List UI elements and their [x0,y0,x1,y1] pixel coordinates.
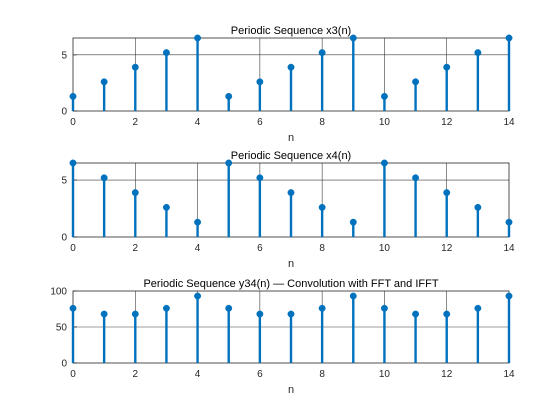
stem-marker [287,63,295,71]
stem-marker [131,189,139,197]
y-tick-label: 100 [50,287,67,298]
stem-marker [443,310,451,318]
x-tick-label: 10 [379,243,391,254]
stem-marker [412,310,420,318]
stem-marker [349,218,357,226]
stem-marker [474,49,482,57]
stem-marker [194,218,202,226]
stem-marker [318,49,326,57]
x-tick-label: 12 [441,369,453,380]
x-tick-label: 4 [195,243,201,254]
stem-marker [131,63,139,71]
x-tick-label: 14 [503,369,515,380]
x-tick-label: 6 [257,369,263,380]
stem-marker [256,78,264,86]
x-tick-label: 14 [503,243,515,254]
stem-marker [443,63,451,71]
y-tick-label: 0 [61,359,67,370]
x-tick-label: 6 [257,243,263,254]
x-tick-label: 0 [70,243,76,254]
stem-marker [256,174,264,182]
stem-marker [380,304,388,312]
x-tick-label: 0 [70,369,76,380]
subplot-2: 0 2 4 6 8 10 12 14 0 5 Periodic Sequence x4(n) n [61,150,515,270]
stem-marker [225,304,233,312]
stem-marker [131,310,139,318]
stem-marker [162,304,170,312]
stem-marker [318,203,326,211]
x-tick-label: 12 [441,117,453,128]
stem-marker [225,159,233,167]
stem-marker [194,292,202,300]
x-tick-label: 2 [133,117,139,128]
x-tick-label: 2 [133,243,139,254]
x-tick-label: 10 [379,117,391,128]
stem-marker [69,159,77,167]
stem-marker [287,189,295,197]
stem-marker [256,310,264,318]
stem-marker [412,174,420,182]
x-tick-label: 14 [503,117,515,128]
stem-marker [162,203,170,211]
stem-marker [100,78,108,86]
x-tick-label: 6 [257,117,263,128]
stem-marker [505,34,513,42]
x-tick-label: 4 [195,369,201,380]
subplot-title: Periodic Sequence x3(n) [231,25,351,37]
x-tick-label: 12 [441,243,453,254]
y-tick-label: 0 [61,107,67,118]
subplot-title: Periodic Sequence y34(n) — Convolution w… [143,278,438,290]
x-tick-label: 8 [319,117,325,128]
stem-marker [443,189,451,197]
x-tick-label: 8 [319,369,325,380]
stem-marker [380,92,388,100]
stem-marker [225,92,233,100]
x-axis-label: n [288,258,294,270]
x-tick-label: 2 [133,369,139,380]
stem-marker [474,203,482,211]
x-axis-label: n [288,384,294,396]
stem-marker [69,304,77,312]
stem-marker [349,292,357,300]
stem-marker [380,159,388,167]
subplot-3: 0 2 4 6 8 10 12 14 0 50 100 Periodic Sequence y34(n… [50,278,515,396]
stem-marker [412,78,420,86]
stem-marker [100,174,108,182]
y-tick-label: 0 [61,233,67,244]
stem-marker [349,34,357,42]
stem-marker [505,292,513,300]
x-tick-label: 8 [319,243,325,254]
y-tick-label: 50 [56,323,68,334]
stem-marker [474,304,482,312]
stem-marker [162,49,170,57]
x-tick-label: 10 [379,369,391,380]
stem-marker [287,310,295,318]
stem-marker [318,304,326,312]
y-tick-label: 5 [61,50,67,61]
x-axis-label: n [288,132,294,144]
x-tick-label: 4 [195,117,201,128]
stem-marker [100,310,108,318]
stem-marker [69,92,77,100]
subplot-1: 0 2 4 6 8 10 12 14 0 5 Periodic Sequence x3(n) n [61,25,515,144]
x-tick-label: 0 [70,117,76,128]
subplot-title: Periodic Sequence x4(n) [231,150,351,162]
y-tick-label: 5 [61,176,67,187]
stem-marker [505,218,513,226]
stem-marker [194,34,202,42]
